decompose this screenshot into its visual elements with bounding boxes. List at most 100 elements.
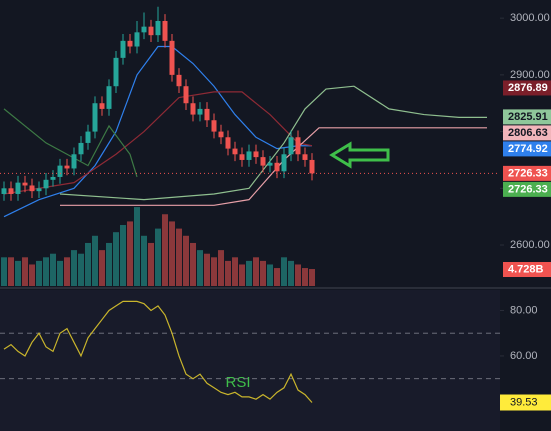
price-tag bbox=[503, 80, 551, 96]
candle-body bbox=[253, 151, 259, 158]
volume-bar bbox=[288, 260, 294, 286]
candle-body bbox=[71, 154, 77, 169]
price-tag bbox=[503, 181, 551, 197]
candle-body bbox=[155, 20, 161, 36]
price-tag-label: 2726.33 bbox=[508, 183, 548, 195]
volume-bar bbox=[274, 268, 280, 286]
candle-body bbox=[1, 188, 7, 194]
candle-body bbox=[183, 86, 189, 104]
price-tag-label: 2806.63 bbox=[508, 127, 548, 139]
candle-body bbox=[218, 131, 224, 138]
candle-body bbox=[274, 162, 280, 172]
price-tag-label: 2774.92 bbox=[508, 143, 548, 155]
price-tag bbox=[503, 165, 551, 181]
volume-bar bbox=[176, 228, 182, 286]
candle-body bbox=[246, 151, 252, 160]
volume-bar bbox=[15, 260, 21, 286]
volume-bar bbox=[134, 207, 140, 286]
candle-body bbox=[169, 40, 175, 75]
candle-body bbox=[99, 103, 105, 109]
candle-body bbox=[281, 154, 287, 172]
indicator-line bbox=[59, 85, 487, 201]
volume-bar bbox=[29, 264, 35, 286]
volume-bar bbox=[99, 250, 105, 286]
volume-bar bbox=[267, 264, 273, 286]
volume-bar bbox=[78, 253, 84, 286]
candle-body bbox=[148, 26, 154, 36]
candle-body bbox=[15, 182, 21, 194]
candle-body bbox=[204, 108, 210, 121]
volume-bar bbox=[148, 242, 154, 286]
candle-body bbox=[176, 74, 182, 87]
volume-bar bbox=[1, 257, 7, 286]
volume-bar bbox=[183, 235, 189, 286]
candle-body bbox=[302, 154, 308, 160]
volume-bar bbox=[169, 221, 175, 286]
volume-bar bbox=[141, 235, 147, 286]
volume-bar bbox=[281, 257, 287, 286]
volume-tag-label: 4.728B bbox=[508, 263, 544, 275]
candle-body bbox=[92, 103, 98, 132]
volume-bar bbox=[190, 242, 196, 286]
candle-body bbox=[120, 40, 126, 58]
price-tag-label: 2726.33 bbox=[508, 167, 548, 179]
indicator-line bbox=[3, 91, 313, 195]
arrow bbox=[329, 141, 390, 169]
candle-body bbox=[50, 176, 56, 180]
indicator-line bbox=[3, 108, 138, 178]
volume-bar bbox=[57, 260, 63, 286]
volume-bar bbox=[50, 253, 56, 286]
candle-body bbox=[239, 154, 245, 160]
volume-bar bbox=[64, 257, 70, 286]
candle-body bbox=[232, 148, 238, 155]
candle-body bbox=[295, 137, 301, 155]
candle-body bbox=[260, 157, 266, 166]
volume-bar bbox=[239, 264, 245, 286]
volume-bar bbox=[295, 264, 301, 286]
price-tag-label: 2825.91 bbox=[508, 111, 548, 123]
volume-tag bbox=[503, 262, 551, 277]
volume-bar bbox=[22, 257, 28, 286]
price-tag-label: 2876.89 bbox=[508, 82, 548, 94]
candle-body bbox=[134, 32, 140, 47]
volume-bar bbox=[218, 250, 224, 286]
price-tag bbox=[503, 141, 551, 157]
rsi-label: RSI bbox=[225, 374, 250, 391]
y-tick-label: 2600.00 bbox=[510, 239, 550, 251]
candle-body bbox=[36, 188, 42, 192]
volume-bar bbox=[253, 257, 259, 286]
candle-body bbox=[127, 40, 133, 47]
rsi-tag bbox=[500, 394, 551, 411]
volume-bar bbox=[155, 228, 161, 286]
candle-body bbox=[190, 103, 196, 115]
candle-body bbox=[57, 165, 63, 177]
volume-bar bbox=[162, 214, 168, 286]
volume-bar bbox=[127, 221, 133, 286]
volume-bar bbox=[260, 260, 266, 286]
candle-body bbox=[113, 57, 119, 87]
candle-body bbox=[309, 159, 315, 174]
candle-body bbox=[78, 142, 84, 155]
candle-body bbox=[43, 179, 49, 189]
candle-body bbox=[211, 120, 217, 132]
candle-body bbox=[85, 131, 91, 143]
volume-bar bbox=[113, 232, 119, 286]
y-tick-label: 80.00 bbox=[510, 304, 538, 316]
volume-bar bbox=[120, 225, 126, 286]
rsi-line bbox=[3, 300, 313, 403]
volume-bar bbox=[225, 260, 231, 286]
candle-body bbox=[197, 108, 203, 115]
rsi-pane bbox=[0, 290, 500, 431]
price-tag bbox=[503, 109, 551, 125]
volume-bar bbox=[36, 260, 42, 286]
volume-bar bbox=[211, 257, 217, 286]
volume-bar bbox=[85, 242, 91, 286]
candle-body bbox=[162, 20, 168, 41]
volume-bar bbox=[106, 242, 112, 286]
volume-bar bbox=[302, 268, 308, 286]
volume-bar bbox=[309, 269, 315, 286]
volume-bar bbox=[204, 253, 210, 286]
candle-body bbox=[8, 188, 14, 194]
candle-body bbox=[267, 162, 273, 166]
